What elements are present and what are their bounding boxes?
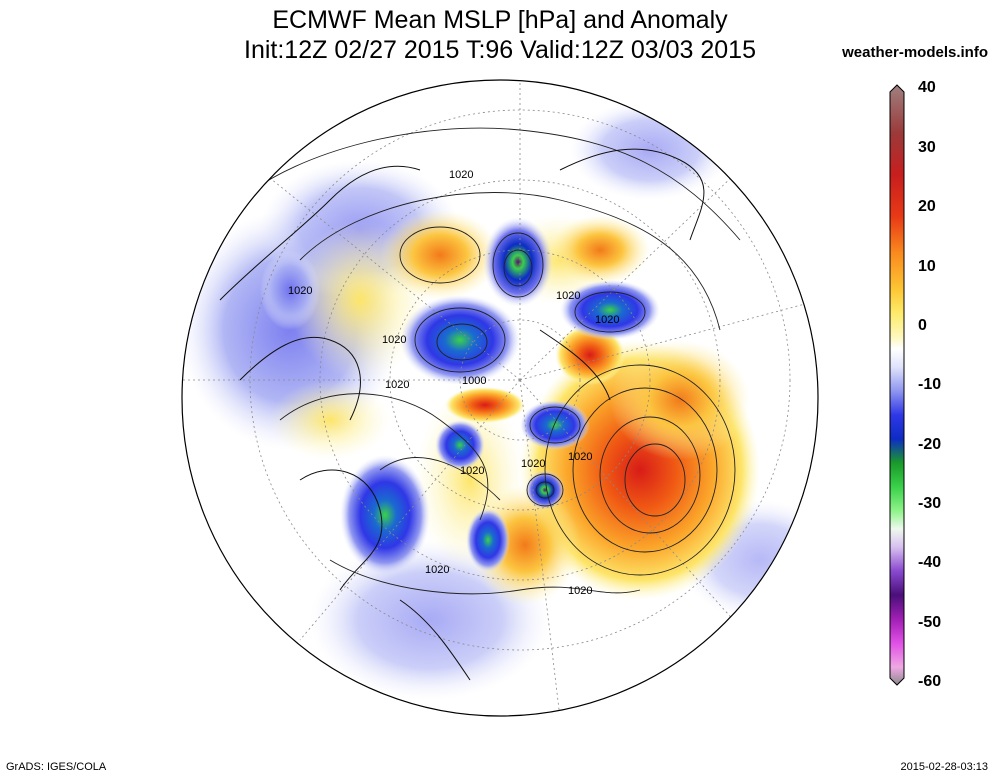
colorbar: [889, 84, 905, 686]
isobar-label: 1020: [385, 379, 409, 391]
isobar-labels: 1020 1020 1020 1020 1020 1000 1020 1020 …: [288, 169, 619, 597]
isobar-label: 1020: [556, 290, 580, 302]
source-site: weather-models.info: [842, 44, 988, 61]
footer-credit: GrADS: IGES/COLA: [6, 761, 107, 773]
colorbar-label: -30: [918, 495, 942, 512]
isobar-label: 1020: [425, 564, 449, 576]
colorbar-label: -40: [918, 554, 942, 571]
isobar-label: 1020: [568, 451, 592, 463]
isobar-label: 1020: [288, 285, 312, 297]
map-title: ECMWF Mean MSLP [hPa] and Anomaly: [272, 6, 728, 34]
isobar-label: 1000: [462, 375, 486, 387]
isobar-label: 1020: [568, 585, 592, 597]
isobar-label: 1020: [449, 169, 473, 181]
colorbar-label: 10: [918, 258, 936, 275]
colorbar-label: 30: [918, 139, 936, 156]
footer-timestamp: 2015-02-28-03:13: [900, 761, 988, 773]
isobar-label: 1020: [382, 334, 406, 346]
isobar-label: 1020: [595, 314, 619, 326]
isobar-label: 1020: [521, 458, 545, 470]
colorbar-label: -50: [918, 614, 942, 631]
colorbar-label: 0: [918, 317, 927, 334]
map-border: [181, 79, 819, 717]
colorbar-label: 20: [918, 198, 936, 215]
isobar-label: 1020: [460, 465, 484, 477]
colorbar-label: -60: [918, 673, 942, 690]
colorbar-label: -20: [918, 436, 942, 453]
map-subtitle: Init:12Z 02/27 2015 T:96 Valid:12Z 03/03…: [244, 36, 756, 64]
colorbar-label: -10: [918, 376, 942, 393]
colorbar-label: 40: [918, 79, 936, 96]
